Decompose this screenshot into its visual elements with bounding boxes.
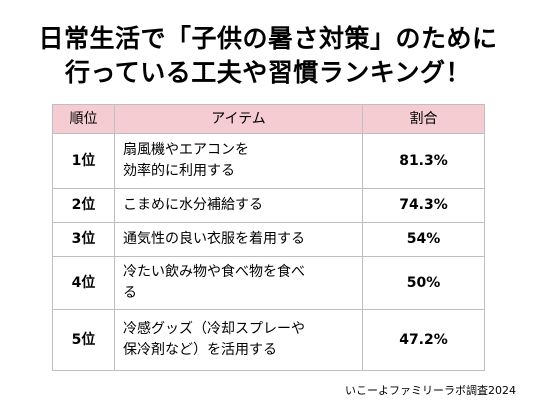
item-cell: 扇風機やエアコンを 効率的に利用する xyxy=(114,133,363,189)
rank-cell: 5位 xyxy=(52,309,115,371)
table-header-row: 順位 アイテム 割合 xyxy=(52,104,485,134)
ratio-cell: 47.2% xyxy=(362,309,485,371)
ratio-cell: 74.3% xyxy=(362,188,485,223)
title-line-2: 行っている工夫や習慣ランキング！ xyxy=(64,58,471,87)
table-row: 5位 冷感グッズ（冷却スプレーや 保冷剤など）を活用する 47.2% xyxy=(52,309,485,371)
rank-cell: 3位 xyxy=(52,222,115,257)
ratio-cell: 50% xyxy=(362,256,485,310)
item-cell: こまめに水分補給する xyxy=(114,188,363,223)
header-rank: 順位 xyxy=(52,104,115,134)
header-item: アイテム xyxy=(114,104,363,134)
table-row: 1位 扇風機やエアコンを 効率的に利用する 81.3% xyxy=(52,133,485,189)
rank-cell: 1位 xyxy=(52,133,115,189)
ratio-cell: 54% xyxy=(362,222,485,257)
item-cell: 通気性の良い衣服を着用する xyxy=(114,222,363,257)
source-note: いこーよファミリーラボ調査2024 xyxy=(345,384,516,397)
item-cell: 冷感グッズ（冷却スプレーや 保冷剤など）を活用する xyxy=(114,309,363,371)
item-cell: 冷たい飲み物や食べ物を食べる xyxy=(114,256,363,310)
rank-cell: 4位 xyxy=(52,256,115,310)
header-ratio: 割合 xyxy=(362,104,485,134)
ranking-table: 順位 アイテム 割合 1位 扇風機やエアコンを 効率的に利用する 81.3% 2位… xyxy=(52,104,485,371)
page-title: 日常生活で「子供の暑さ対策」のために 行っている工夫や習慣ランキング！ xyxy=(0,22,536,90)
table-row: 3位 通気性の良い衣服を着用する 54% xyxy=(52,222,485,257)
title-line-1: 日常生活で「子供の暑さ対策」のために xyxy=(38,24,498,53)
table-row: 2位 こまめに水分補給する 74.3% xyxy=(52,188,485,223)
ratio-cell: 81.3% xyxy=(362,133,485,189)
rank-cell: 2位 xyxy=(52,188,115,223)
table-row: 4位 冷たい飲み物や食べ物を食べる 50% xyxy=(52,256,485,310)
